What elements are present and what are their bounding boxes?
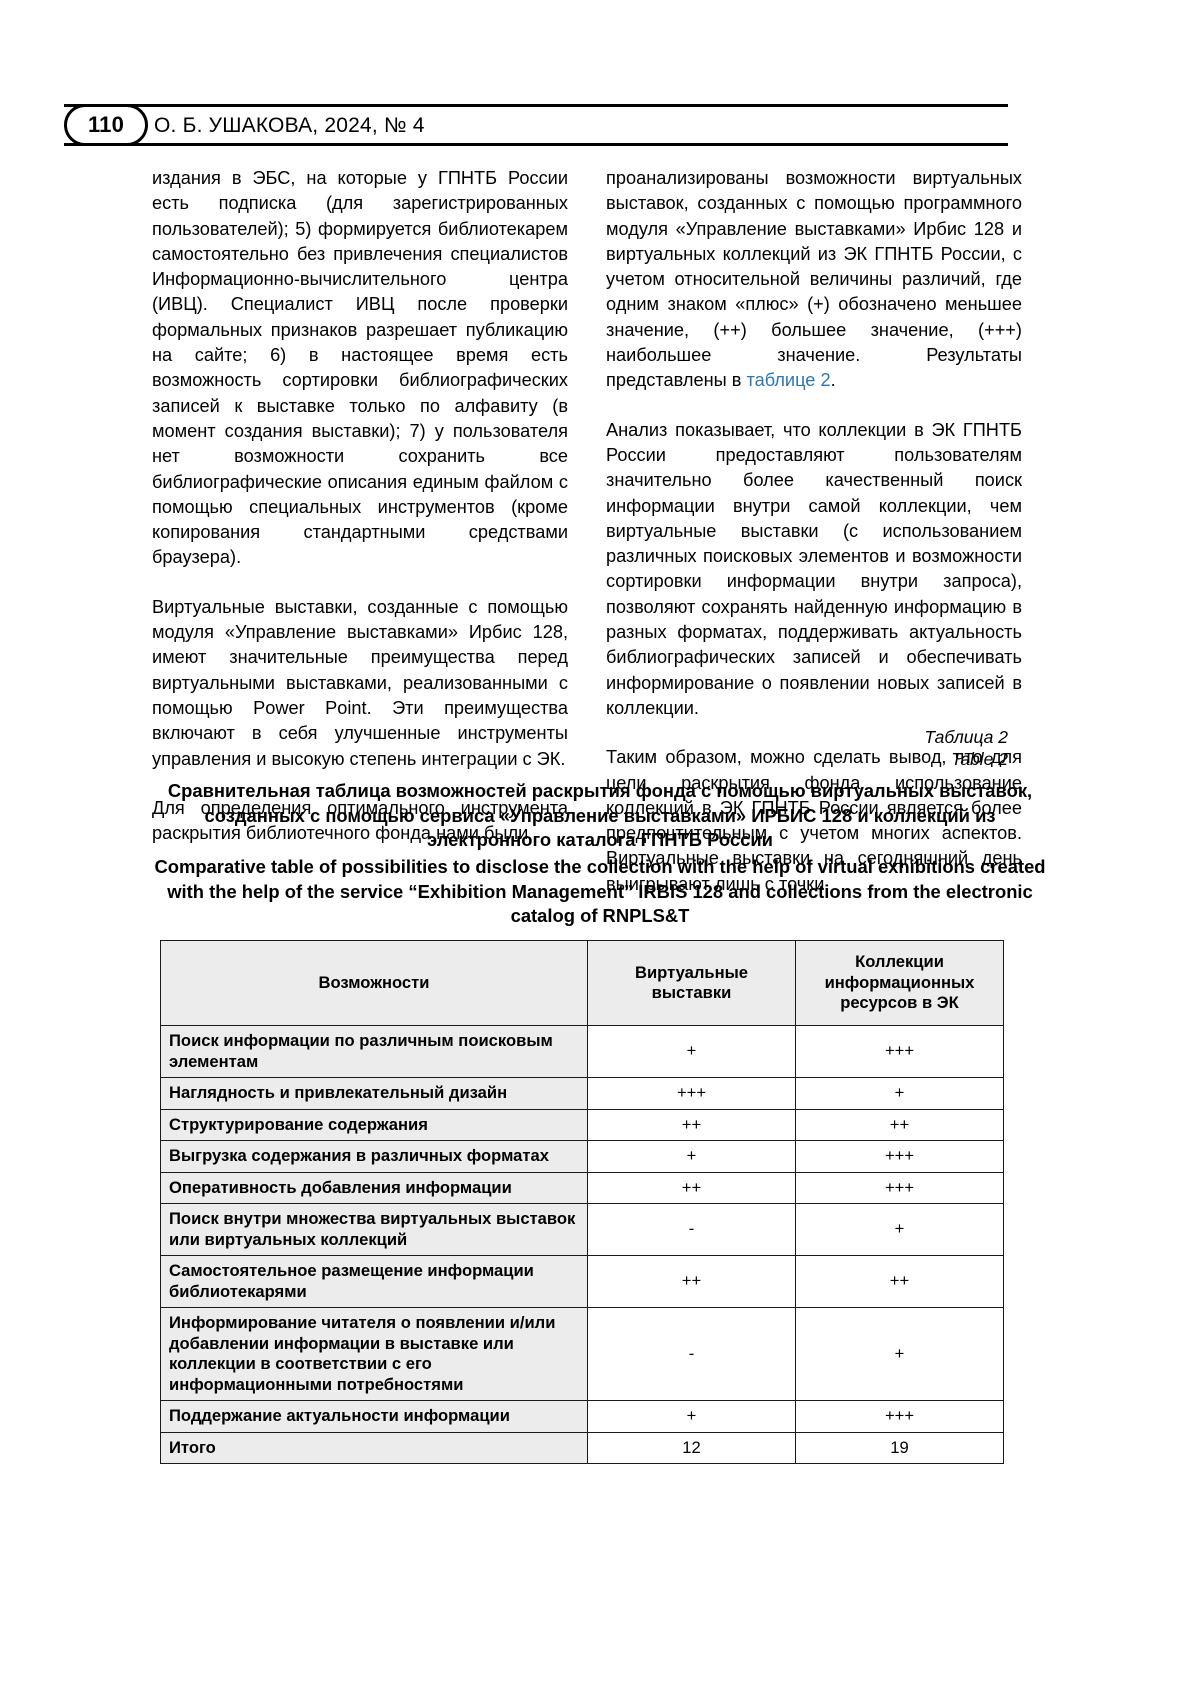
table-number-caption: Таблица 2 Table 2	[924, 726, 1008, 770]
collections-value-cell: +	[795, 1307, 1004, 1401]
table-row: Информирование читателя о появлении и/ил…	[160, 1307, 1004, 1401]
feature-cell: Поиск информации по различным поисковым …	[160, 1025, 588, 1078]
total-collections-cell: 19	[795, 1431, 1004, 1464]
feature-cell: Оперативность добавления информации	[160, 1171, 588, 1204]
paragraph-with-link: проанализированы возможности виртуальных…	[606, 166, 1022, 394]
column-header-virtual-exhibitions: Виртуальные выставки	[587, 940, 796, 1026]
table-row: Оперативность добавления информации ++ +++	[160, 1171, 1004, 1204]
virtual-value-cell: +	[587, 1025, 796, 1078]
total-virtual-cell: 12	[587, 1431, 796, 1464]
virtual-value-cell: -	[587, 1203, 796, 1256]
collections-value-cell: +++	[795, 1171, 1004, 1204]
virtual-value-cell: ++	[587, 1255, 796, 1308]
collections-value-cell: ++	[795, 1108, 1004, 1141]
feature-cell: Поддержание актуальности информации	[160, 1400, 588, 1433]
running-head: 110 О. Б. УШАКОВА, 2024, № 4	[64, 104, 1008, 146]
comparison-table-wrapper: Возможности Виртуальные выставки Коллекц…	[160, 940, 1004, 1464]
virtual-value-cell: -	[587, 1307, 796, 1401]
collections-value-cell: +++	[795, 1400, 1004, 1433]
table-number-en: Table 2	[951, 749, 1008, 769]
feature-cell: Структурирование содержания	[160, 1108, 588, 1141]
page-number-pill	[64, 104, 148, 146]
paragraph: Для определения оптимального инструмента…	[152, 797, 568, 844]
table-row: Наглядность и привлекательный дизайн +++ +	[160, 1077, 1004, 1110]
feature-cell: Самостоятельное размещение информации би…	[160, 1255, 588, 1308]
feature-cell: Информирование читателя о появлении и/ил…	[160, 1307, 588, 1401]
table-head: Возможности Виртуальные выставки Коллекц…	[160, 940, 1004, 1026]
feature-cell: Выгрузка содержания в различных форматах	[160, 1140, 588, 1173]
paragraph: издания в ЭБС, на которые у ГПНТБ России…	[152, 168, 568, 568]
virtual-value-cell: ++	[587, 1171, 796, 1204]
total-label-cell: Итого	[160, 1431, 588, 1464]
collections-value-cell: ++	[795, 1255, 1004, 1308]
header-rule-bottom	[64, 143, 1008, 146]
table-header-row: Возможности Виртуальные выставки Коллекц…	[160, 940, 1004, 1026]
column-header-features: Возможности	[160, 940, 588, 1026]
table-row: Поддержание актуальности информации + +++	[160, 1400, 1004, 1433]
table-row: Поиск информации по различным поисковым …	[160, 1025, 1004, 1078]
page-number: 110	[87, 112, 125, 137]
column-header-collections: Коллекции информационных ресурсов в ЭК	[795, 940, 1004, 1026]
collections-value-cell: +	[795, 1077, 1004, 1110]
header-rule-top	[64, 104, 1008, 107]
feature-cell: Наглядность и привлекательный дизайн	[160, 1077, 588, 1110]
paragraph: Таким образом, можно сделать вывод, что …	[606, 747, 1022, 894]
collections-value-cell: +++	[795, 1140, 1004, 1173]
table-row: Структурирование содержания ++ ++	[160, 1108, 1004, 1141]
virtual-value-cell: +	[587, 1140, 796, 1173]
comparison-table: Возможности Виртуальные выставки Коллекц…	[160, 940, 1004, 1464]
virtual-value-cell: ++	[587, 1108, 796, 1141]
table-body: Поиск информации по различным поисковым …	[160, 1025, 1004, 1464]
table-row: Поиск внутри множества виртуальных выста…	[160, 1203, 1004, 1256]
running-head-title: О. Б. УШАКОВА, 2024, № 4	[154, 114, 425, 137]
table-row: Самостоятельное размещение информации би…	[160, 1255, 1004, 1308]
collections-value-cell: +	[795, 1203, 1004, 1256]
table-row: Выгрузка содержания в различных форматах…	[160, 1140, 1004, 1173]
collections-value-cell: +++	[795, 1025, 1004, 1078]
table-caption-en: Comparative table of possibilities to di…	[154, 856, 1046, 926]
virtual-value-cell: +++	[587, 1077, 796, 1110]
virtual-value-cell: +	[587, 1400, 796, 1433]
paragraph-text-after-link: .	[830, 370, 836, 391]
paragraph: Виртуальные выставки, созданные с помощь…	[152, 596, 568, 769]
body-column-left: издания в ЭБС, на которые у ГПНТБ России…	[152, 166, 568, 846]
paragraph-text-before-link: проанализированы возможности виртуальных…	[606, 168, 1022, 391]
table-row: Итого 12 19	[160, 1431, 1004, 1464]
paragraph: Анализ показывает, что коллекции в ЭК ГП…	[606, 419, 1022, 718]
body-column-right: проанализированы возможности виртуальных…	[606, 166, 1022, 897]
table-caption-ru: Сравнительная таблица возможностей раскр…	[167, 780, 1033, 850]
table-number-ru: Таблица 2	[924, 727, 1008, 747]
table-cross-reference-link[interactable]: таблице 2	[746, 370, 831, 391]
feature-cell: Поиск внутри множества виртуальных выста…	[160, 1203, 588, 1256]
